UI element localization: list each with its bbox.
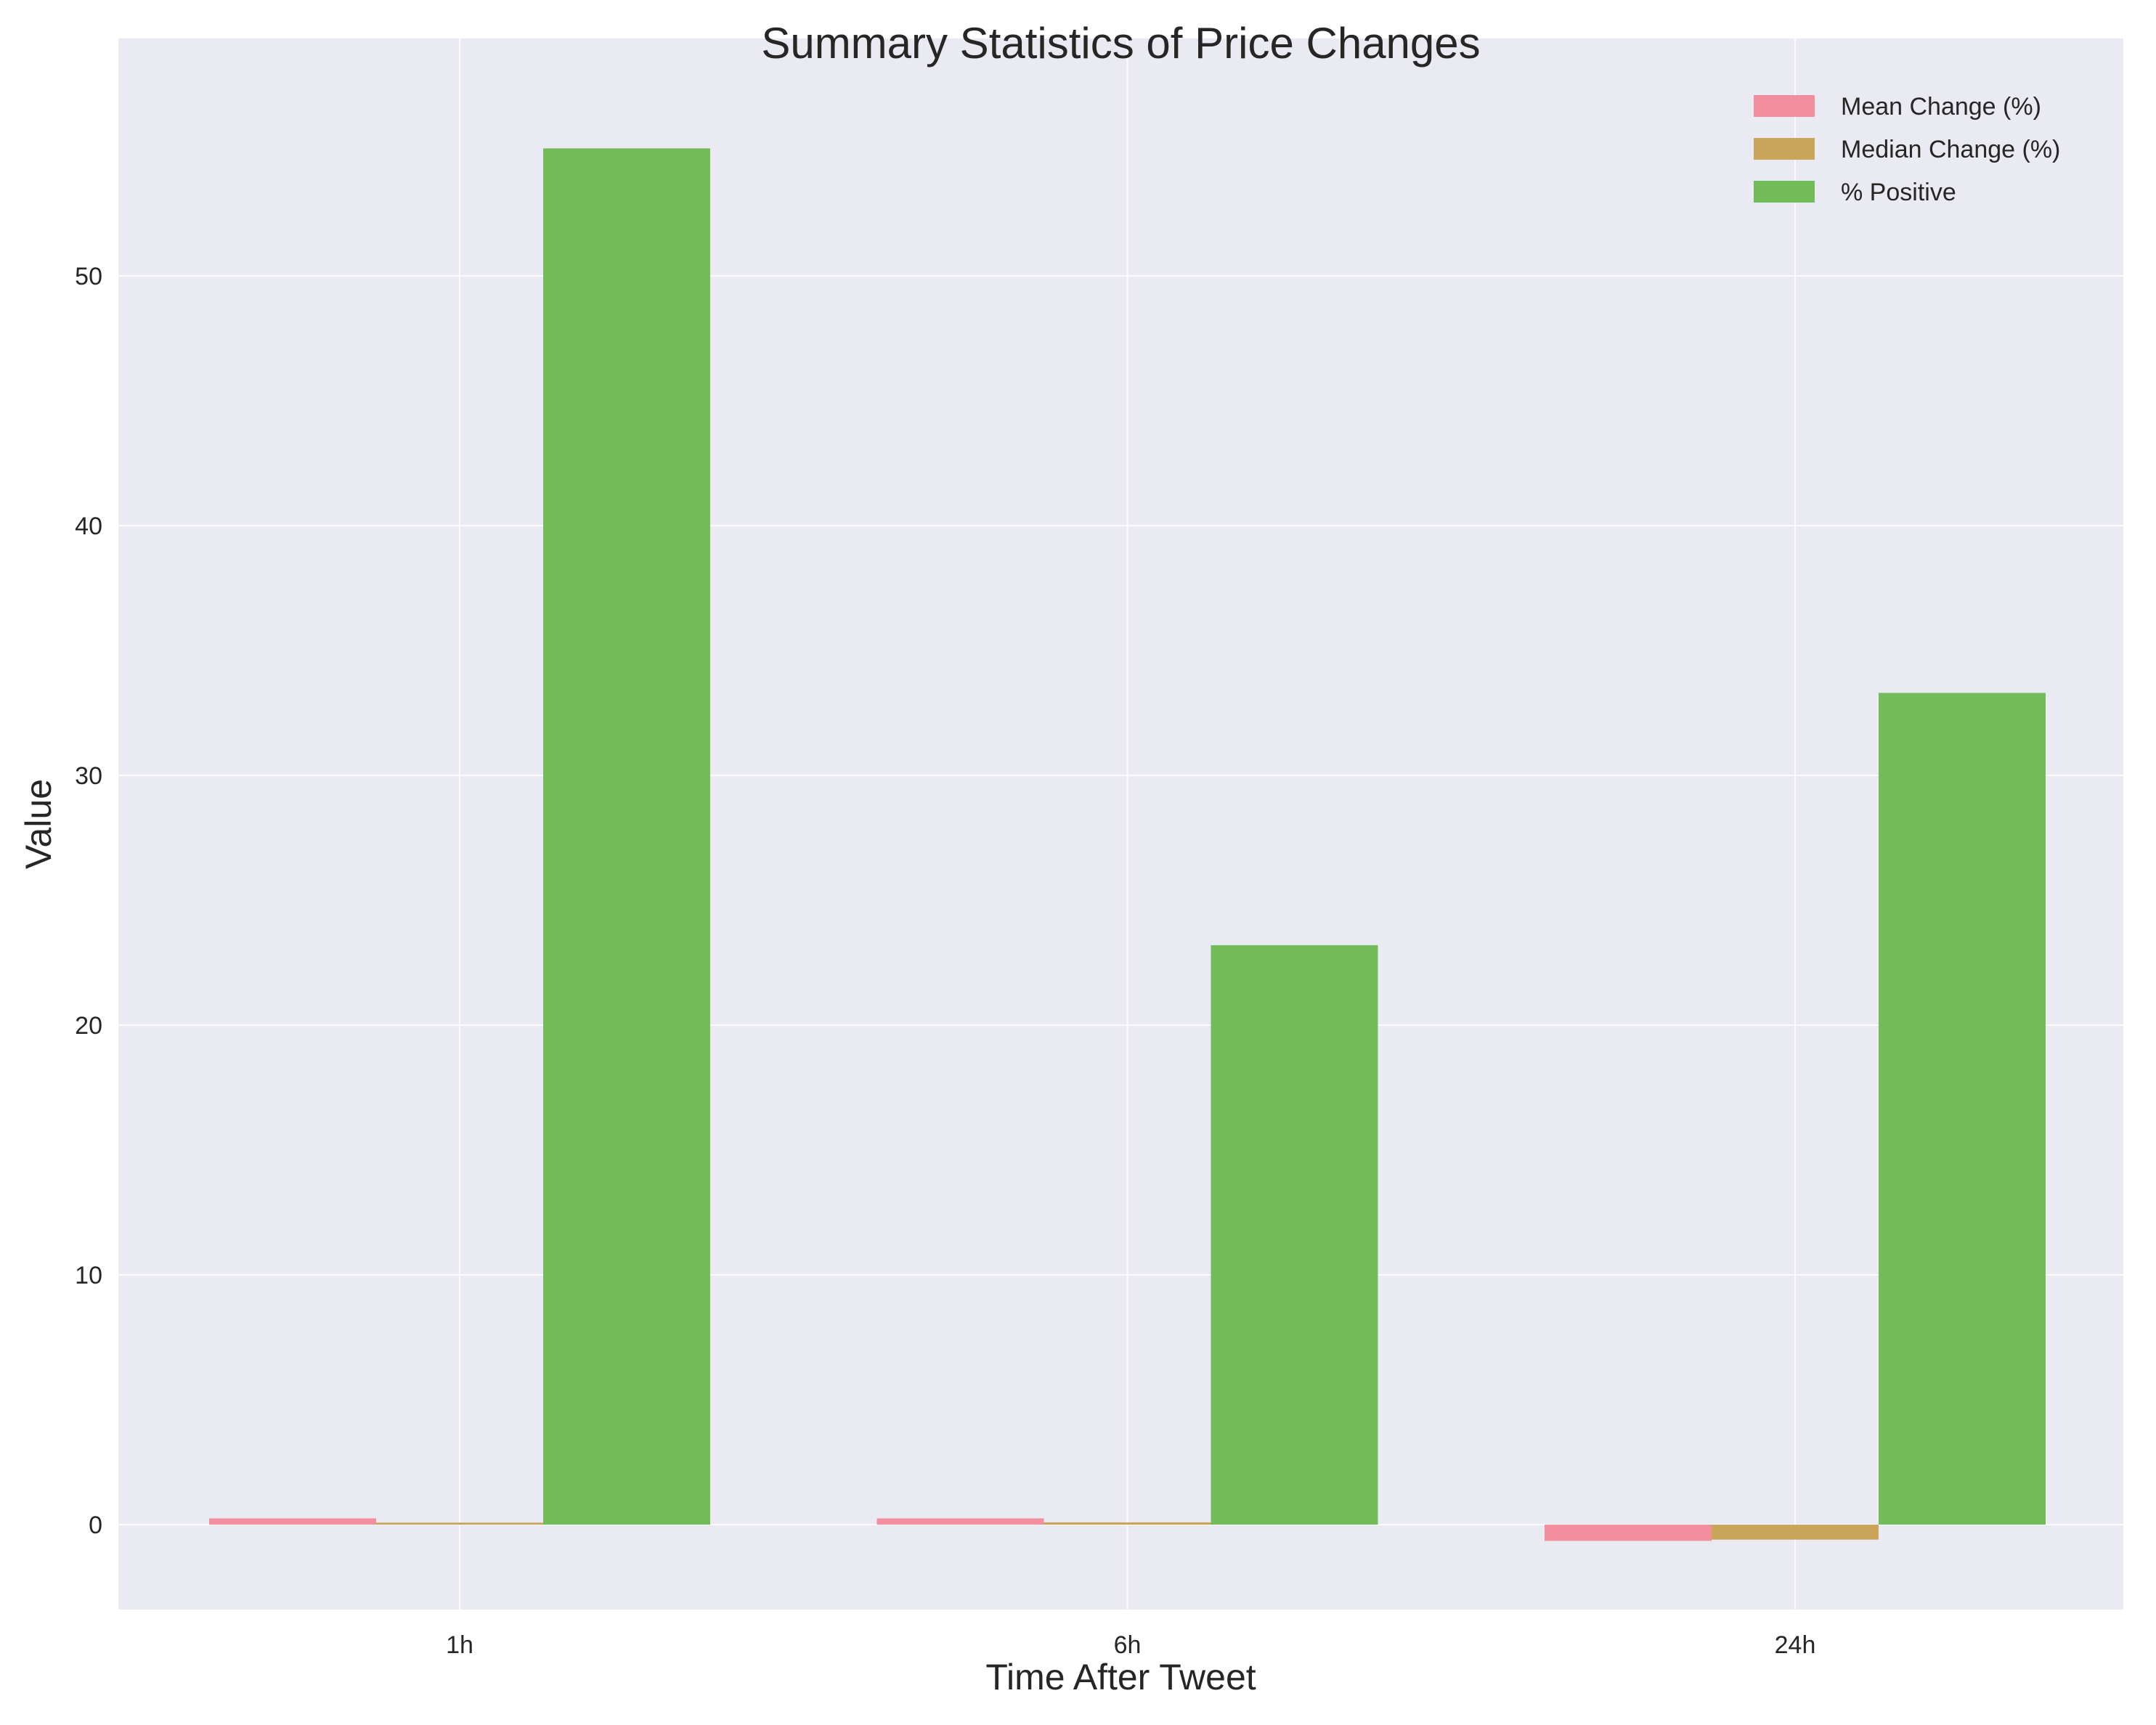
- y-tick-label: 50: [75, 263, 102, 290]
- bar-positive-6h: [1211, 945, 1378, 1525]
- bar-mean-change-24h: [1545, 1525, 1712, 1541]
- bar-positive-1h: [543, 148, 710, 1525]
- bars: [209, 148, 2046, 1541]
- y-tick-label: 20: [75, 1012, 102, 1040]
- bar-median-change-6h: [1044, 1522, 1211, 1525]
- tick-labels: 0 10 20 30 40 50 1h 6h 24h: [75, 263, 1815, 1659]
- legend-swatch: [1754, 181, 1815, 203]
- legend-swatch: [1754, 138, 1815, 160]
- x-tick-label: 1h: [446, 1631, 473, 1659]
- chart-title: Summary Statistics of Price Changes: [761, 19, 1480, 68]
- bar-median-change-24h: [1712, 1525, 1879, 1540]
- bar-mean-change-1h: [209, 1518, 376, 1525]
- bar-median-change-1h: [376, 1522, 543, 1525]
- legend-swatch: [1754, 95, 1815, 117]
- y-tick-label: 10: [75, 1262, 102, 1289]
- legend-label: Mean Change (%): [1841, 93, 2041, 121]
- x-tick-label: 24h: [1775, 1631, 1816, 1659]
- bar-mean-change-6h: [876, 1518, 1044, 1525]
- x-axis-label: Time After Tweet: [985, 1657, 1256, 1697]
- y-tick-label: 40: [75, 513, 102, 540]
- y-tick-label: 0: [89, 1512, 102, 1539]
- plot-area: [118, 38, 2123, 1610]
- legend-label: Median Change (%): [1841, 136, 2060, 163]
- bar-positive-24h: [1879, 693, 2046, 1525]
- legend-label: % Positive: [1841, 179, 1956, 206]
- grid-lines: [118, 38, 2123, 1610]
- y-tick-label: 30: [75, 762, 102, 790]
- x-tick-label: 6h: [1114, 1631, 1142, 1659]
- y-axis-label: Value: [18, 779, 59, 869]
- legend: Mean Change (%) Median Change (%) % Positi…: [1754, 93, 2060, 206]
